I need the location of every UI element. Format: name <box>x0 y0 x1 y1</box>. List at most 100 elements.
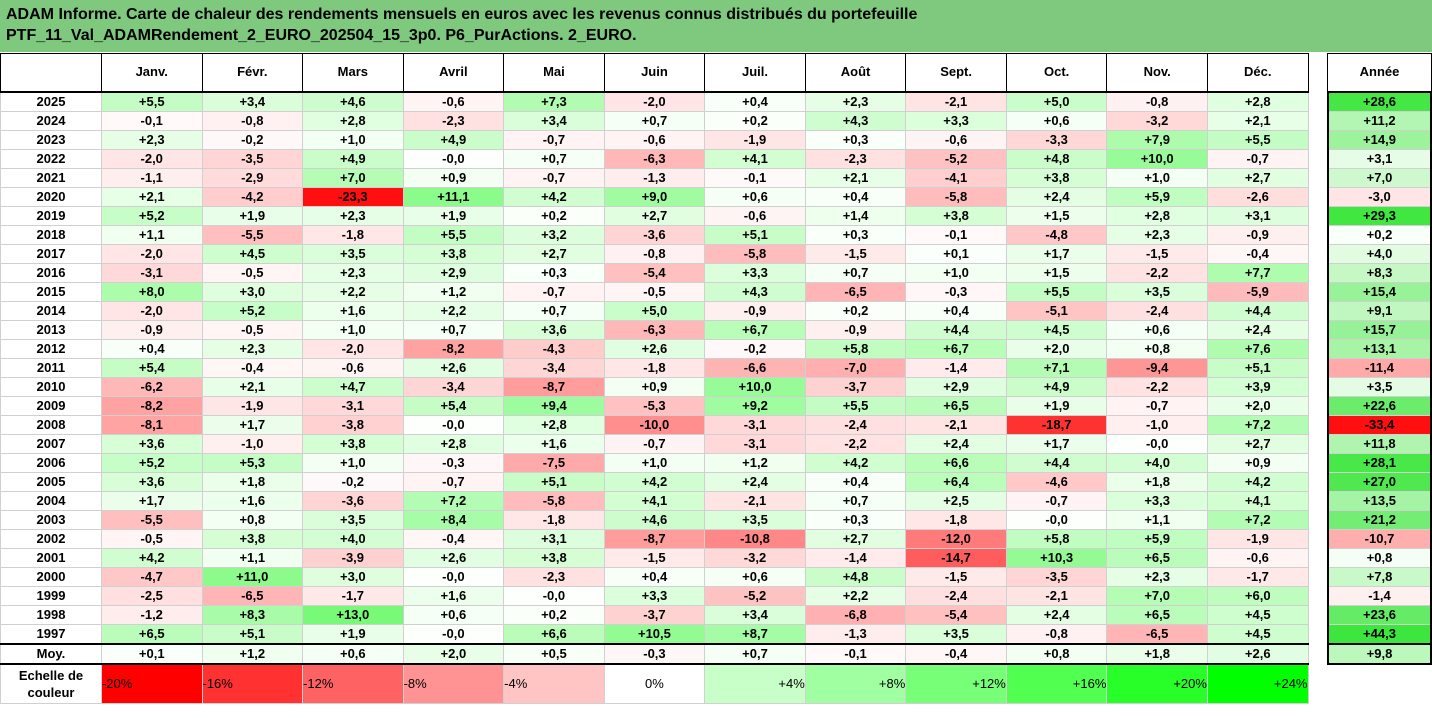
heat-cell: +1,5 <box>1005 205 1108 226</box>
heat-cell: -5,1 <box>1005 300 1108 321</box>
annual-cell: +11,2 <box>1326 110 1432 131</box>
annual-cell: +3,1 <box>1326 148 1432 169</box>
heat-cell: +1,5 <box>1005 262 1108 283</box>
heat-cell: +4,5 <box>1206 623 1309 644</box>
heat-cell: +4,8 <box>1005 148 1108 169</box>
heat-cell: +1,7 <box>100 490 203 511</box>
year-label: 2004 <box>0 490 102 511</box>
annual-cell: +27,0 <box>1326 471 1432 492</box>
column-gap <box>1308 53 1328 92</box>
color-scale-label: Echelle de couleur <box>0 663 102 704</box>
heat-cell: +2,0 <box>1206 395 1309 416</box>
heat-cell: +3,1 <box>1206 205 1309 226</box>
heat-cell: +3,8 <box>402 243 505 264</box>
heat-cell: +4,0 <box>1106 452 1208 473</box>
heat-cell: +2,0 <box>1005 338 1108 359</box>
heat-cell: +0,8 <box>201 509 304 530</box>
heat-cell: +7,9 <box>1106 129 1208 150</box>
heat-cell: +1,6 <box>201 490 304 511</box>
heat-cell: -3,2 <box>704 547 806 568</box>
heat-cell: -6,3 <box>603 319 706 340</box>
heat-cell: +1,7 <box>1005 243 1108 264</box>
heat-cell: +2,7 <box>1206 167 1309 188</box>
heat-cell: +1,9 <box>1005 395 1108 416</box>
year-row: 2015 +8,0 +3,0 +2,2 +1,2 -0,7 -0,5 +4,3 -6,5 -0,3… <box>0 281 1432 302</box>
annual-cell: -1,4 <box>1326 585 1432 606</box>
heat-cell: -3,9 <box>302 547 404 568</box>
average-row: Moy. +0,1 +1,2 +0,6 +2,0 +0,5 -0,3 +0,7 -0,1 -0,4… <box>0 642 1432 665</box>
month-header: Déc. <box>1206 53 1309 93</box>
heat-cell: +7,0 <box>1106 585 1208 606</box>
year-label: 2007 <box>0 433 102 454</box>
heat-cell: +0,2 <box>503 205 605 226</box>
column-gap <box>1308 472 1328 491</box>
heat-cell: -1,9 <box>704 129 806 150</box>
annual-header: Année <box>1327 53 1432 93</box>
year-row: 2016 -3,1 -0,5 +2,3 +2,9 +0,3 -5,4 +3,3 +0,7 +1,0… <box>0 262 1432 283</box>
year-row: 2010 -6,2 +2,1 +4,7 -3,4 -8,7 +0,9 +10,0 -3,7 +2,… <box>0 376 1432 397</box>
heat-cell: -3,8 <box>302 414 404 435</box>
heat-cell: -0,8 <box>201 110 304 131</box>
heat-cell: +0,4 <box>905 300 1007 321</box>
heat-cell: +0,7 <box>603 110 706 131</box>
heat-cell: +2,8 <box>1106 205 1208 226</box>
heat-cell: +0,7 <box>704 642 806 665</box>
heat-cell: +1,6 <box>402 585 505 606</box>
heat-cell: -0,0 <box>503 585 605 606</box>
heat-cell: +5,1 <box>1206 357 1309 378</box>
heat-cell: +2,4 <box>1206 319 1309 340</box>
year-label: 2015 <box>0 281 102 302</box>
heat-cell: +4,2 <box>100 547 203 568</box>
heat-cell: -3,4 <box>503 357 605 378</box>
heat-cell: +1,8 <box>1106 471 1208 492</box>
year-row: 2022 -2,0 -3,5 +4,9 -0,0 +0,7 -6,3 +4,1 -2,3 -5,2… <box>0 148 1432 169</box>
year-label: 2021 <box>0 167 102 188</box>
heat-cell: +4,4 <box>905 319 1007 340</box>
year-row: 2024 -0,1 -0,8 +2,8 -2,3 +3,4 +0,7 +0,2 +4,3 +3,3… <box>0 110 1432 131</box>
annual-cell: -10,7 <box>1326 528 1432 549</box>
heat-cell: +3,3 <box>704 262 806 283</box>
month-header: Sept. <box>905 53 1007 93</box>
heat-cell: +1,9 <box>302 623 404 644</box>
heat-cell: +6,7 <box>905 338 1007 359</box>
heat-cell: +3,6 <box>503 319 605 340</box>
year-row: 2008 -8,1 +1,7 -3,8 -0,0 +2,8 -10,0 -3,1 -2,4 -2,… <box>0 414 1432 435</box>
year-row: 1997 +6,5 +5,1 +1,9 -0,0 +6,6 +10,5 +8,7 -1,3 +3,… <box>0 623 1432 644</box>
heat-cell: +5,2 <box>100 452 203 473</box>
month-header: Juil. <box>704 53 806 93</box>
heat-cell: +0,3 <box>804 224 907 245</box>
year-row: 2003 -5,5 +0,8 +3,5 +8,4 -1,8 +4,6 +3,5 +0,3 -1,8… <box>0 509 1432 530</box>
heat-cell: -0,1 <box>704 167 806 188</box>
heat-cell: +5,0 <box>603 300 706 321</box>
year-row: 2009 -8,2 -1,9 -3,1 +5,4 +9,4 -5,3 +9,2 +5,5 +6,5… <box>0 395 1432 416</box>
heat-cell: -2,1 <box>704 490 806 511</box>
year-label: 2012 <box>0 338 102 359</box>
heat-cell: -0,9 <box>804 319 907 340</box>
color-scale-stop: -16% <box>201 663 304 704</box>
column-gap <box>1308 187 1328 206</box>
heat-cell: +2,2 <box>402 300 505 321</box>
year-row: 2021 -1,1 -2,9 +7,0 +0,9 -0,7 -1,3 -0,1 +2,1 -4,1… <box>0 167 1432 188</box>
annual-cell: +4,0 <box>1326 243 1432 264</box>
heat-cell: +10,0 <box>704 376 806 397</box>
heat-cell: +8,7 <box>704 623 806 644</box>
year-label: 2010 <box>0 376 102 397</box>
heat-cell: +3,8 <box>503 547 605 568</box>
heat-cell: +0,6 <box>1005 110 1108 131</box>
heat-cell: -3,2 <box>1106 110 1208 131</box>
heat-cell: -0,7 <box>503 129 605 150</box>
column-gap <box>1308 434 1328 453</box>
year-label: 2014 <box>0 300 102 321</box>
heat-cell: +1,2 <box>402 281 505 302</box>
heat-cell: -3,1 <box>100 262 203 283</box>
heat-cell: -1,5 <box>804 243 907 264</box>
heat-cell: +3,0 <box>302 566 404 587</box>
heat-cell: +2,8 <box>503 414 605 435</box>
heat-cell: +2,6 <box>402 357 505 378</box>
year-label: 2008 <box>0 414 102 435</box>
year-row: 2023 +2,3 -0,2 +1,0 +4,9 -0,7 -0,6 -1,9 +0,3 -0,6… <box>0 129 1432 150</box>
column-gap <box>1308 168 1328 187</box>
heat-cell: -0,4 <box>905 642 1007 665</box>
heat-cell: -0,7 <box>1206 148 1309 169</box>
heat-cell: +5,4 <box>100 357 203 378</box>
